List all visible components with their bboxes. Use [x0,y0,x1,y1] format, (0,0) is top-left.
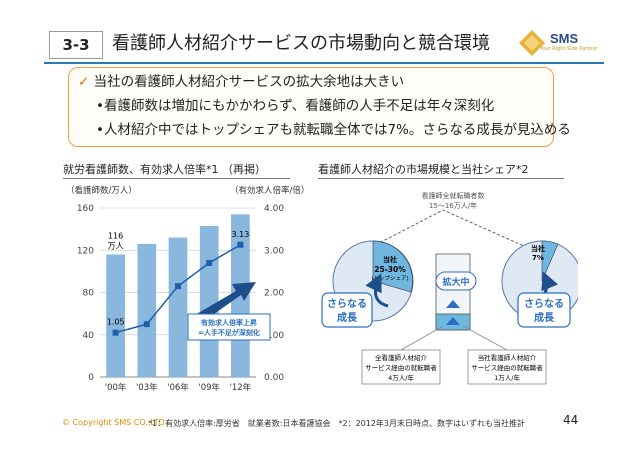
bottom-left-3: 4万人/年 [388,373,414,382]
expand-arrow-up-2 [446,317,460,325]
title-rule [44,62,604,64]
x-tick-label: '03年 [136,382,158,393]
x-tick-label: '00年 [105,382,127,393]
bar [137,243,157,377]
left-tick-label: 40 [83,331,95,341]
left-chart: 0 40 80 120 160 0.00 1.00 2.00 3.00 4.00 '00年 '03年 '… [77,204,285,393]
check-icon: ✓ [78,74,90,90]
market-pie-share-slice [372,240,413,293]
left-chart-title: 就労看護師数、有効求人倍率*1 （再掲） [63,163,266,176]
first-ratio-label: 1.05 [107,318,125,327]
bottom-right-3: 1万人/年 [494,373,520,382]
left-chart-title-rule [63,178,290,179]
expand-badge [435,271,477,291]
copyright: © Copyright SMS CO.,LTD. [62,418,168,427]
left-tick-label: 120 [77,246,94,256]
summary-box [68,67,554,147]
summary-bullet-2: •人材紹介中ではトップシェアも就転職全体では7%。さらなる成長が見込める [96,122,571,138]
x-tick-label: '12年 [230,382,252,393]
pie-share-label-3: (トップシェア) [371,275,408,282]
page-number: 44 [563,413,579,427]
right-tick-label: 4.00 [264,204,284,214]
growth-right-2: 成長 [534,311,555,324]
left-tick-label: 80 [83,289,95,299]
right-tick-label: 1.00 [264,331,284,341]
ratio-point [175,283,181,290]
bar [168,237,188,377]
right-chart-title-rule [318,178,564,179]
right-chart: 看護師全就転職者数 15～16万人/年 当社 25-30% (トップシェア) 当… [321,191,578,385]
callout-line: 有効求人倍率上昇 [201,318,257,327]
right-tick-label: 3.00 [264,246,284,256]
x-tick-label: '06年 [167,382,189,393]
growth-bubble-right [517,292,571,328]
section-number: 3-3 [49,31,103,59]
summary-headline-row: ✓ 当社の看護師人材紹介サービスの拡大余地は大きい [78,73,404,91]
market-caption-1: 看護師全就転職者数 [422,191,485,200]
page-title: 看護師人材紹介サービスの市場動向と競合環境 [112,33,490,54]
growth-left-1: さらなる [327,298,367,310]
logo-tagline: Your Right Side Partner [540,46,598,52]
pie-share-label-1: 当社 [383,255,397,264]
bar [199,225,219,377]
callout-line: =人手不足が深刻化 [198,328,260,337]
growth-left-2: 成長 [337,311,358,324]
x-tick-label: '09年 [198,382,220,393]
expand-arrow-up-1 [446,300,460,308]
left-axis-caption: （看護師数/万人） [66,186,137,196]
left-tick-label: 0 [88,373,94,383]
callout-box [187,313,271,341]
footnote: *1：有効求人倍率:厚労省 就業者数:日本看護協会 *2：2012年3月末日時点… [148,419,526,428]
first-bar-label: 万人 [108,241,124,250]
pie-share-label-2: 25-30% [374,265,406,274]
market-caption-2: 15～16万人/年 [429,201,477,210]
bottom-right-2: サービス経由の就転職者 [471,363,543,372]
bottom-right-box [467,349,547,385]
right-chart-title: 看護師人材紹介の市場規模と当社シェア*2 [318,163,529,176]
market-cone [357,209,543,255]
expand-label: 拡大中 [442,276,469,288]
bottom-right-1: 当社看護師人材紹介 [478,353,537,362]
first-bar-label: 116 [108,231,123,240]
sms-logo-icon [519,30,545,56]
ratio-point [143,321,150,328]
right-tick-label: 2.00 [264,289,284,299]
summary-bullet-1: •看護師数は増加にもかかわらず、看護師の人手不足は年々深刻化 [96,98,495,114]
growth-bubble-left [321,292,373,328]
ratio-point [112,329,119,336]
bottom-left-2: サービス経由の就転職者 [365,363,437,372]
bottom-left-box [361,349,441,385]
share-pie-slice [541,240,559,282]
bottom-left-leader [400,325,444,351]
small-share-label-1: 当社 [531,244,545,253]
bar [106,254,125,377]
right-axis-caption: （有効求人倍率/倍） [230,186,310,196]
growth-arrow-left [365,273,389,308]
bottom-right-leader [462,325,508,351]
summary-headline: 当社の看護師人材紹介サービスの拡大余地は大きい [93,74,405,90]
ratio-point [206,259,213,266]
small-share-label-2: 7% [532,254,544,262]
ratio-point [237,241,244,248]
last-ratio-label: 3.13 [231,230,249,239]
right-tick-label: 0.00 [264,373,284,383]
logo-text: SMS [550,31,579,46]
bottom-left-1: 全看護師人材紹介 [375,353,428,362]
growth-right-1: さらなる [524,298,564,310]
left-tick-label: 160 [77,204,94,214]
